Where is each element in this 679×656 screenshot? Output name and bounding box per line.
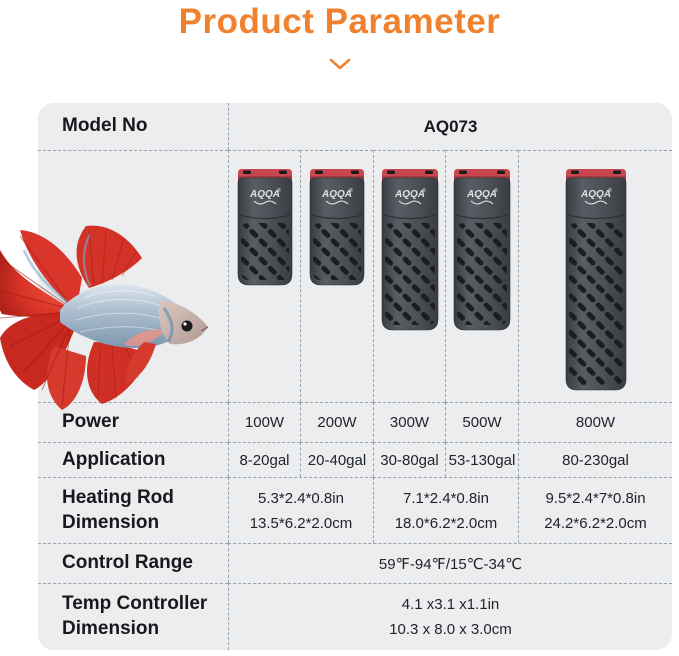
power-value: 100W [228,402,300,442]
power-value: 800W [518,402,672,442]
svg-text:AQQA: AQQA [321,189,352,200]
control-range-label: Control Range [38,543,228,583]
application-value: 30-80gal [373,442,445,477]
product-parameter-table: Model No AQ073 AQQA ® [38,103,672,650]
heater-800w-image: AQQA ® [564,169,628,397]
power-value: 300W [373,402,445,442]
application-value: 80-230gal [518,442,672,477]
application-value: 20-40gal [300,442,373,477]
svg-text:®: ® [349,187,353,194]
power-label: Power [38,402,228,442]
model-no-label: Model No [62,115,148,137]
svg-text:AQQA: AQQA [580,189,611,200]
heating-rod-value: 7.1*2.4*0.8in 18.0*6.2*2.0cm [373,477,518,543]
svg-text:AQQA: AQQA [466,189,497,200]
power-value: 200W [300,402,373,442]
application-label: Application [38,442,228,477]
heating-rod-value: 9.5*2.4*7*0.8in 24.2*6.2*2.0cm [518,477,672,543]
model-no-value: AQ073 [228,103,672,150]
heater-100w-image: AQQA ® [236,169,294,292]
product-image-cell-200w: AQQA ® [300,150,373,402]
heater-200w-image: AQQA ® [308,169,366,292]
svg-text:®: ® [608,187,612,194]
power-value: 500W [445,402,518,442]
product-image-cell-100w: AQQA ® [228,150,300,402]
svg-text:®: ® [494,187,498,194]
heating-rod-value: 5.3*2.4*0.8in 13.5*6.2*2.0cm [228,477,373,543]
svg-text:®: ® [277,187,281,194]
application-value: 53-130gal [445,442,518,477]
product-image-cell-500w: AQQA ® [445,150,518,402]
svg-text:AQQA: AQQA [394,189,425,200]
heater-500w-image: AQQA ® [452,169,512,337]
svg-text:®: ® [422,187,426,194]
chevron-down-icon [0,58,679,76]
heating-rod-dimension-label: Heating Rod Dimension [38,477,228,543]
page-title: Product Parameter [178,2,501,41]
control-range-value: 59℉-94℉/15℃-34℃ [228,543,672,583]
product-image-cell-800w: AQQA ® [518,150,672,402]
temp-controller-dimension-label: Temp Controller Dimension [38,583,228,650]
image-row-spacer [38,150,228,402]
application-value: 8-20gal [228,442,300,477]
svg-text:AQQA: AQQA [249,189,280,200]
heater-300w-image: AQQA ® [380,169,440,337]
temp-controller-value: 4.1 x3.1 x1.1in 10.3 x 8.0 x 3.0cm [228,583,672,650]
product-image-cell-300w: AQQA ® [373,150,445,402]
